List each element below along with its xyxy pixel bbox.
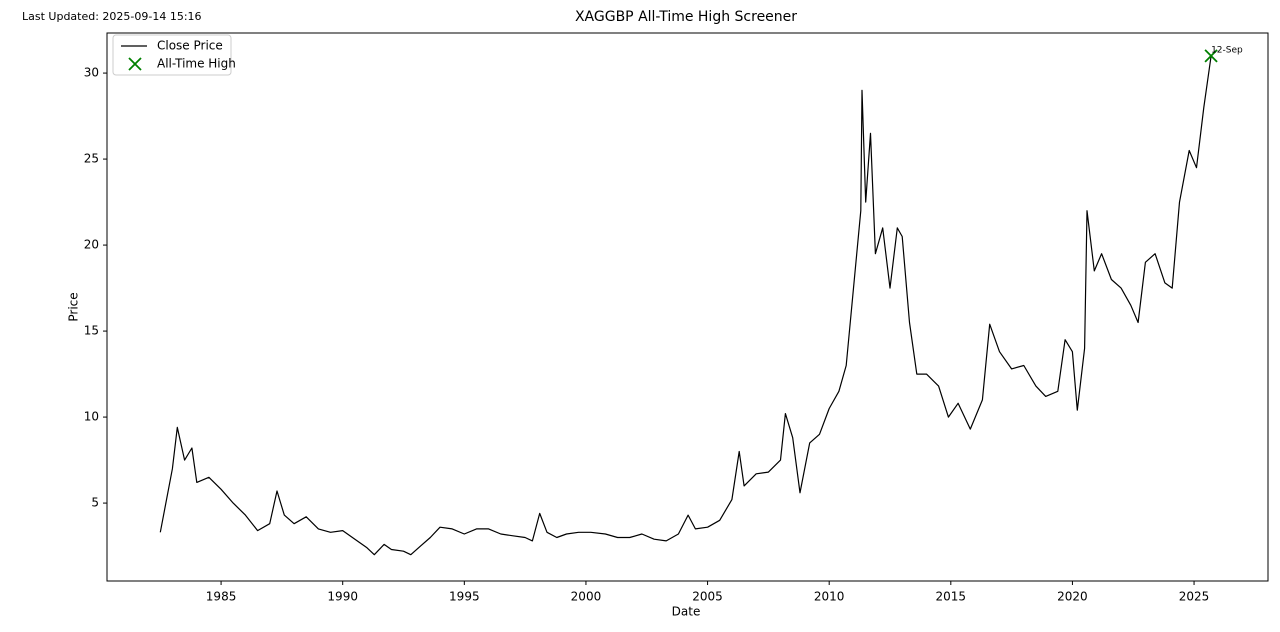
x-tick-label: 1985 xyxy=(206,590,237,604)
y-tick-label: 15 xyxy=(84,324,99,338)
x-tick-label: 2000 xyxy=(571,590,602,604)
legend-box xyxy=(112,34,232,76)
x-tick-label: 2020 xyxy=(1057,590,1088,604)
x-axis-label: Date xyxy=(672,605,701,619)
y-tick-label: 30 xyxy=(84,66,99,80)
legend-label: All-Time High xyxy=(157,57,236,71)
annotation: 12-Sep xyxy=(1211,45,1243,55)
plot-frame xyxy=(106,32,1269,582)
y-axis-label: Price xyxy=(67,292,81,321)
ath-marker xyxy=(1204,49,1218,63)
y-tick-label: 10 xyxy=(84,410,99,424)
x-tick-label: 2025 xyxy=(1179,590,1210,604)
x-tick-label: 1995 xyxy=(449,590,480,604)
x-tick-label: 1990 xyxy=(327,590,358,604)
chart-title: XAGGBP All-Time High Screener xyxy=(575,9,797,25)
last-updated: Last Updated: 2025-09-14 15:16 xyxy=(22,10,202,23)
x-tick-label: 2010 xyxy=(814,590,845,604)
y-tick-label: 20 xyxy=(84,238,99,252)
legend-marker xyxy=(128,57,142,71)
price-line xyxy=(159,55,1212,556)
legend-label: Close Price xyxy=(157,39,223,53)
x-tick-label: 2005 xyxy=(692,590,723,604)
x-tick-label: 2015 xyxy=(936,590,967,604)
y-tick-label: 5 xyxy=(91,496,99,510)
y-tick-label: 25 xyxy=(84,152,99,166)
